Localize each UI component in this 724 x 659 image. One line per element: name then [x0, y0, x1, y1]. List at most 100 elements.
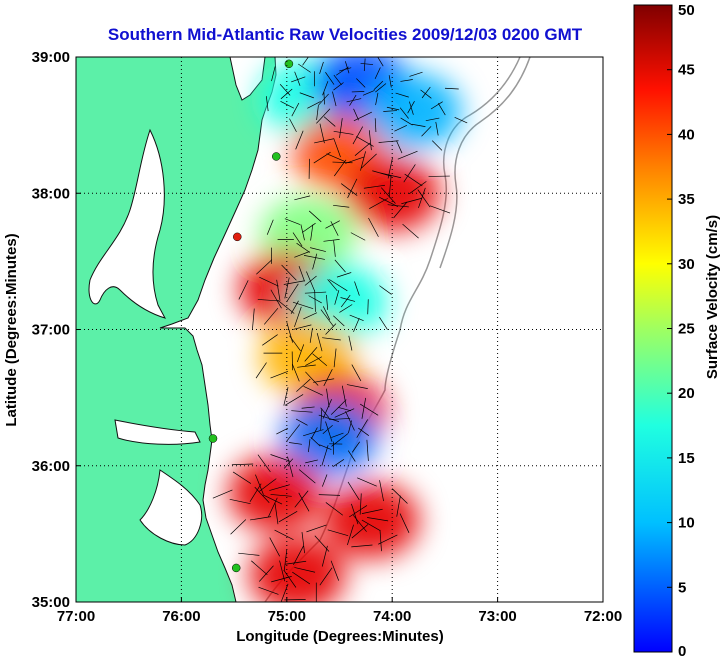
y-tick-label: 38:00 [32, 185, 70, 202]
velocity-arrow [325, 72, 335, 85]
velocity-arrow [403, 164, 416, 183]
velocity-arrow [368, 130, 372, 151]
velocity-arrow [347, 524, 354, 546]
velocity-arrow [400, 79, 413, 82]
velocity-arrow [360, 63, 374, 65]
velocity-arrow [288, 442, 302, 445]
velocity-arrow [263, 307, 279, 325]
velocity-arrow [401, 197, 422, 205]
velocity-arrow [312, 253, 318, 270]
velocity-arrow [394, 125, 408, 132]
velocity-arrow [320, 309, 334, 327]
velocity-arrow [303, 255, 325, 260]
velocity-arrow [294, 251, 310, 258]
velocity-arrow [313, 378, 335, 383]
velocity-arrow [331, 433, 349, 447]
velocity-arrow [429, 205, 451, 214]
velocity-arrow [291, 102, 300, 117]
velocity-arrow [320, 408, 323, 430]
velocity-arrow [395, 92, 409, 98]
velocity-arrow [298, 266, 305, 282]
velocity-arrow [284, 218, 301, 225]
velocity-arrow [309, 327, 313, 343]
velocity-arrow [331, 432, 344, 438]
velocity-arrow [321, 445, 329, 466]
velocity-arrow [259, 276, 279, 287]
velocity-region [323, 482, 420, 559]
velocity-arrow [212, 489, 233, 499]
velocity-region [249, 536, 346, 602]
velocity-arrow [333, 348, 337, 368]
velocity-arrow [296, 378, 311, 392]
velocity-arrow [299, 92, 314, 99]
velocity-arrow [378, 534, 398, 545]
velocity-arrow [305, 459, 318, 464]
velocity-arrow [353, 111, 372, 122]
velocity-arrow [332, 458, 345, 467]
velocity-arrow [293, 324, 312, 330]
velocity-arrow [238, 280, 249, 300]
colorbar-tick-label: 10 [678, 515, 695, 532]
velocity-arrow [307, 101, 321, 109]
velocity-arrow [375, 92, 379, 106]
colorbar-tick-label: 45 [678, 62, 695, 79]
velocity-arrow [306, 524, 327, 533]
colorbar-tick-label: 25 [678, 321, 695, 338]
velocity-arrow [330, 399, 347, 415]
velocity-arrow [323, 91, 325, 105]
velocity-arrow [347, 481, 360, 501]
velocity-arrow [270, 371, 289, 379]
velocity-arrow [411, 123, 426, 127]
velocity-arrow [259, 478, 277, 492]
velocity-arrow [294, 567, 316, 573]
velocity-arrow [289, 335, 301, 352]
velocity-arrow [402, 223, 419, 239]
velocity-arrow [291, 76, 306, 83]
velocity-arrow [388, 176, 392, 198]
velocity-arrow [318, 494, 341, 496]
velocity-arrow [368, 217, 379, 237]
velocity-arrow [383, 50, 394, 56]
velocity-arrow [375, 83, 387, 93]
x-axis-label: Longitude (Degrees:Minutes) [236, 628, 444, 645]
velocity-arrow [362, 90, 375, 96]
velocity-arrow [425, 117, 440, 122]
radar-station-marker [208, 434, 218, 443]
velocity-arrow [316, 105, 319, 121]
albemarle-sound [114, 419, 201, 445]
velocity-arrow [417, 189, 431, 208]
velocity-arrow [348, 335, 353, 351]
velocity-arrow [293, 545, 304, 565]
velocity-arrow [325, 502, 344, 516]
velocity-arrow [373, 80, 384, 91]
velocity-arrow [283, 280, 305, 285]
velocity-arrow [277, 299, 295, 314]
velocity-arrow [325, 421, 333, 442]
velocity-arrow [399, 107, 409, 119]
velocity-arrow [348, 420, 352, 434]
velocity-arrow [431, 140, 443, 151]
delaware-bay [229, 57, 266, 101]
velocity-arrow [286, 424, 301, 442]
velocity-arrow [348, 505, 368, 518]
velocity-arrow [396, 495, 401, 517]
velocity-arrow [356, 419, 368, 438]
velocity-arrow [333, 315, 345, 327]
velocity-arrow [351, 503, 359, 525]
colorbar-tick-label: 50 [678, 2, 695, 19]
velocity-arrow [435, 121, 439, 136]
velocity-arrow [294, 195, 311, 201]
velocity-arrow [333, 204, 350, 208]
velocity-arrow [304, 275, 317, 286]
velocity-arrow [408, 181, 427, 195]
velocity-arrow [297, 364, 316, 368]
velocity-arrow [323, 369, 333, 387]
x-tick-label: 77:00 [57, 608, 95, 625]
velocity-arrow [289, 118, 297, 133]
velocity-region [365, 73, 462, 150]
velocity-arrow [354, 142, 371, 156]
velocity-arrow [278, 510, 298, 523]
velocity-arrow [409, 101, 414, 115]
velocity-arrow [326, 153, 346, 162]
